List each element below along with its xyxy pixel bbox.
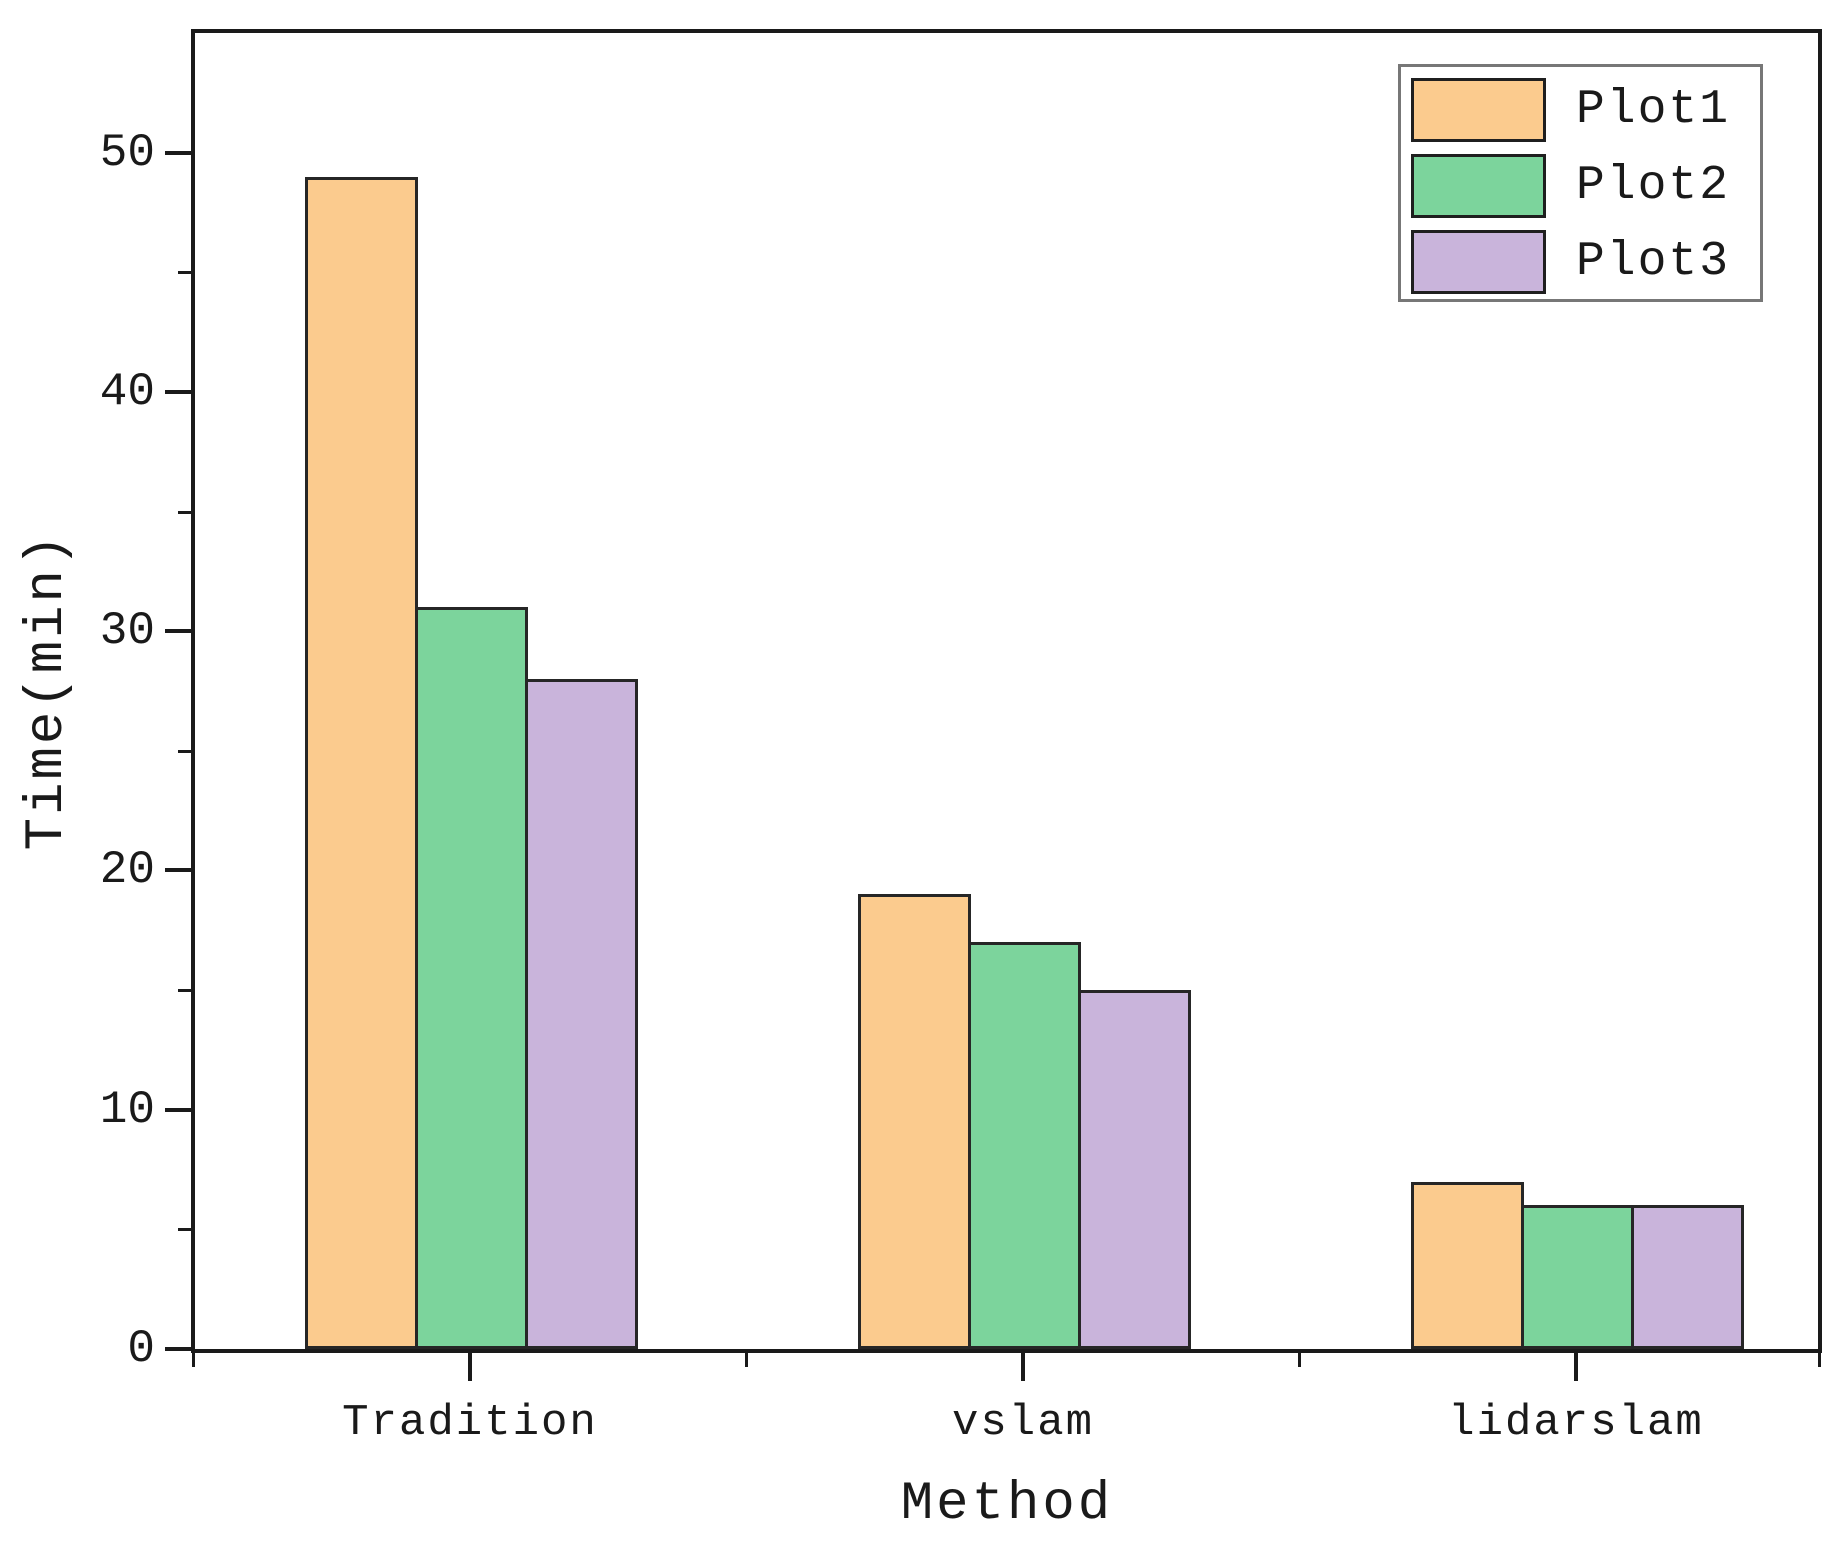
y-tick-label: 0 <box>127 1323 155 1375</box>
legend-item-plot1: Plot1 <box>1411 78 1750 142</box>
bar-plot2-vslam <box>968 942 1081 1349</box>
legend-swatch-plot2 <box>1411 154 1546 218</box>
legend-swatch-plot3 <box>1411 230 1546 294</box>
bar-plot1-lidarslam <box>1411 1182 1524 1349</box>
bar-plot3-lidarslam <box>1631 1205 1744 1349</box>
x-axis-major-tick <box>1021 1353 1025 1381</box>
x-category-label: lidarslam <box>1448 1398 1704 1448</box>
bar-plot1-vslam <box>858 894 971 1349</box>
bar-plot3-vslam <box>1078 990 1191 1349</box>
y-tick-label: 30 <box>99 605 155 657</box>
y-axis-minor-tick <box>178 1228 191 1231</box>
bar-plot1-tradition <box>305 177 418 1349</box>
x-axis-minor-tick <box>745 1353 748 1367</box>
y-axis-major-tick <box>165 151 191 155</box>
x-category-label: vslam <box>951 1398 1095 1448</box>
y-tick-label: 50 <box>99 127 155 179</box>
bar-plot2-tradition <box>415 607 528 1349</box>
x-axis-minor-tick <box>192 1353 195 1367</box>
legend-label: Plot2 <box>1576 159 1731 213</box>
y-axis-major-tick <box>165 390 191 394</box>
legend: Plot1 Plot2 Plot3 <box>1398 64 1763 302</box>
x-axis-minor-tick <box>1818 1353 1821 1367</box>
y-tick-label: 10 <box>99 1084 155 1136</box>
y-axis-major-tick <box>165 1108 191 1112</box>
bar-plot2-lidarslam <box>1521 1205 1634 1349</box>
legend-item-plot2: Plot2 <box>1411 154 1750 218</box>
legend-swatch-plot1 <box>1411 78 1546 142</box>
bar-plot3-tradition <box>525 679 638 1349</box>
y-axis-minor-tick <box>178 271 191 274</box>
x-axis-minor-tick <box>1298 1353 1301 1367</box>
y-axis-minor-tick <box>178 511 191 514</box>
legend-item-plot3: Plot3 <box>1411 230 1750 294</box>
x-axis-title: Method <box>900 1474 1114 1535</box>
x-axis-major-tick <box>1574 1353 1578 1381</box>
y-axis-minor-tick <box>178 989 191 992</box>
y-axis-major-tick <box>165 629 191 633</box>
y-axis-major-tick <box>165 1347 191 1351</box>
x-axis-major-tick <box>468 1353 472 1381</box>
y-axis-title: Time(min) <box>17 531 78 851</box>
x-category-label: Tradition <box>342 1398 598 1448</box>
y-axis-major-tick <box>165 868 191 872</box>
y-tick-label: 40 <box>99 366 155 418</box>
y-axis-minor-tick <box>178 750 191 753</box>
y-tick-label: 20 <box>99 844 155 896</box>
legend-label: Plot1 <box>1576 83 1731 137</box>
legend-label: Plot3 <box>1576 235 1731 289</box>
